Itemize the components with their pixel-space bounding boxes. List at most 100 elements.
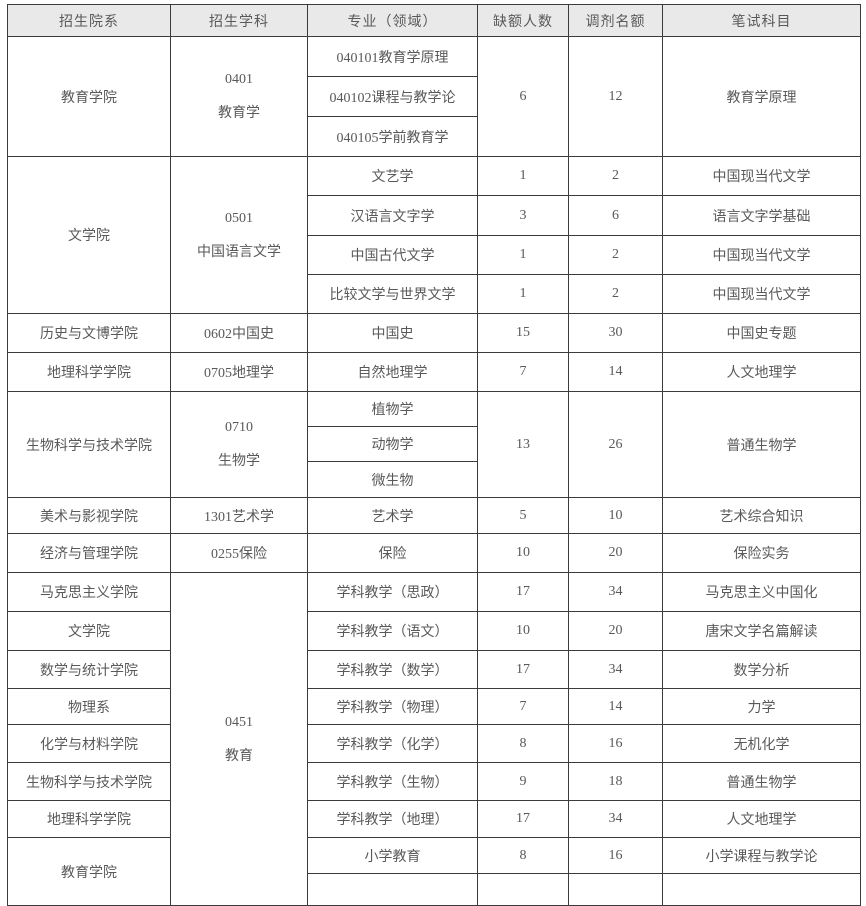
cell: 10: [568, 497, 663, 534]
cell: 10: [477, 533, 569, 573]
cell: 历史与文博学院: [7, 313, 171, 353]
cell: 马克思主义中国化: [662, 572, 861, 612]
cell: 14: [568, 352, 663, 392]
cell: 学科教学（生物）: [307, 762, 478, 801]
cell: 美术与影视学院: [7, 497, 171, 534]
column-header-discipline: 招生学科: [170, 4, 308, 37]
cell: 2: [568, 274, 663, 314]
cell: 18: [568, 762, 663, 801]
cell: 20: [568, 533, 663, 573]
table-row: 教育学院 小学教育 8 16 小学课程与教学论: [7, 837, 861, 906]
cell: 6: [477, 36, 569, 157]
cell: 16: [568, 837, 663, 874]
cell-line: 生物学: [218, 454, 260, 469]
cell-multiline: 0401 教育学: [170, 36, 308, 157]
column-header-written-exam-subject: 笔试科目: [662, 4, 861, 37]
cell: 15: [477, 313, 569, 353]
cell: 0602中国史: [170, 313, 308, 353]
table-row: 历史与文博学院 0602中国史 中国史 15 30 中国史专题: [7, 313, 861, 353]
table-row: 生物科学与技术学院 学科教学（生物） 9 18 普通生物学: [7, 762, 861, 801]
column-header-department: 招生院系: [7, 4, 171, 37]
cell: 8: [477, 837, 569, 874]
table-row: 化学与材料学院 学科教学（化学） 8 16 无机化学: [7, 724, 861, 763]
cell: 中国史: [307, 313, 478, 353]
cell: 化学与材料学院: [7, 724, 171, 763]
table-row: 教育学院 0401 教育学 040101教育学原理 6 12 教育学原理: [7, 36, 861, 157]
cell: 学科教学（语文）: [307, 611, 478, 651]
cell: 文艺学: [307, 156, 478, 196]
cell: 2: [568, 156, 663, 196]
cell: 保险: [307, 533, 478, 573]
cell: 语言文字学基础: [662, 195, 861, 236]
cell: 中国现当代文学: [662, 274, 861, 314]
column-header-vacancy-count: 缺额人数: [477, 4, 569, 37]
cell: 1: [477, 156, 569, 196]
cell: 小学课程与教学论: [662, 837, 861, 874]
cell-multiline: 0501 中国语言文学: [170, 156, 308, 314]
cell: 040102课程与教学论: [307, 76, 478, 117]
table-row: 物理系 学科教学（物理） 7 14 力学: [7, 688, 861, 725]
cell: 生物科学与技术学院: [7, 391, 171, 498]
cell: 物理系: [7, 688, 171, 725]
table-row: 生物科学与技术学院 0710 生物学 植物学 13 26 普通生物学: [7, 391, 861, 498]
cell: 16: [568, 724, 663, 763]
cell: 地理科学学院: [7, 352, 171, 392]
cell: [568, 873, 663, 906]
table-row: 汉语言文字学 3 6 语言文字学基础: [8, 195, 861, 236]
cell: 7: [477, 352, 569, 392]
cell-multiline: 0451 教育: [170, 572, 308, 906]
cell: 经济与管理学院: [7, 533, 171, 573]
cell: 地理科学学院: [7, 800, 171, 838]
cell: 微生物: [307, 461, 478, 498]
cell: 人文地理学: [662, 800, 861, 838]
cell: 比较文学与世界文学: [307, 274, 478, 314]
cell: [307, 873, 478, 906]
cell: 中国现当代文学: [662, 156, 861, 196]
cell-line: 教育: [225, 748, 253, 764]
column-header-transfer-quota: 调剂名额: [568, 4, 663, 37]
cell: 教育学原理: [662, 36, 861, 157]
cell: 艺术综合知识: [662, 497, 861, 534]
cell: 14: [568, 688, 663, 725]
cell: 34: [568, 650, 663, 689]
cell: 学科教学（数学）: [307, 650, 478, 689]
cell-line: 0451: [225, 714, 253, 730]
cell: 普通生物学: [662, 762, 861, 801]
cell: 1301艺术学: [170, 497, 308, 534]
cell: 文学院: [7, 611, 171, 651]
cell: 普通生物学: [662, 391, 861, 498]
cell: 1: [477, 235, 569, 275]
cell: 动物学: [307, 426, 478, 462]
table-row: 文学院 0501 中国语言文学 文艺学 1 2 中国现当代文学: [7, 156, 861, 314]
cell: 人文地理学: [662, 352, 861, 392]
table-row: 经济与管理学院 0255保险 保险 10 20 保险实务: [7, 533, 861, 573]
cell: 10: [477, 611, 569, 651]
header-row: 招生院系 招生学科 专业（领域） 缺额人数 调剂名额 笔试科目: [7, 4, 861, 37]
table-row: 马克思主义学院 0451 教育 学科教学（思政） 17 34 马克思主义中国化: [7, 572, 861, 906]
cell: [477, 873, 569, 906]
table-row: 040102课程与教学论: [8, 76, 861, 117]
cell: 040101教育学原理: [307, 36, 478, 77]
cell: 学科教学（思政）: [307, 572, 478, 612]
cell: 17: [477, 650, 569, 689]
table-header: 招生院系 招生学科 专业（领域） 缺额人数 调剂名额 笔试科目: [7, 4, 861, 37]
cell: 学科教学（物理）: [307, 688, 478, 725]
cell: 数学分析: [662, 650, 861, 689]
table-row: 地理科学学院 0705地理学 自然地理学 7 14 人文地理学: [7, 352, 861, 392]
cell: 30: [568, 313, 663, 353]
table-row: 数学与统计学院 学科教学（数学） 17 34 数学分析: [7, 650, 861, 689]
cell: 小学教育: [307, 837, 478, 874]
cell: 教育学院: [7, 36, 171, 157]
cell: 13: [477, 391, 569, 498]
cell: 无机化学: [662, 724, 861, 763]
cell: 教育学院: [7, 837, 171, 906]
cell: 34: [568, 800, 663, 838]
cell: 艺术学: [307, 497, 478, 534]
cell: 12: [568, 36, 663, 157]
table-row: 040105学前教育学: [8, 116, 861, 157]
cell: 学科教学（化学）: [307, 724, 478, 763]
table-row: 地理科学学院 学科教学（地理） 17 34 人文地理学: [7, 800, 861, 838]
table-row: 中国古代文学 1 2 中国现当代文学: [8, 235, 861, 275]
cell: 7: [477, 688, 569, 725]
